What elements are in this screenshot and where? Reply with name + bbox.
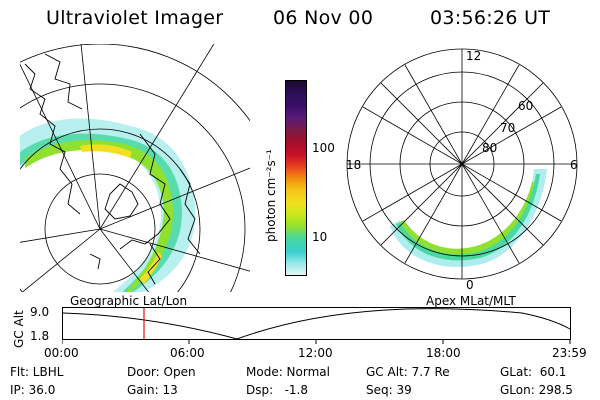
dsp-label: Dsp: -1.8 <box>246 383 309 397</box>
mlt-label-18: 18 <box>346 158 361 172</box>
right-panel-label: Apex MLat/MLT <box>426 294 516 308</box>
colorbar-tick-10: 10 <box>312 230 328 244</box>
time-label: 03:56:26 UT <box>430 7 551 29</box>
timeline-xtick-1: 06:00 <box>170 346 205 360</box>
timeline-ytick-min: 1.8 <box>30 329 50 343</box>
colorbar-tick-100: 100 <box>312 141 335 155</box>
lat-label-80: 80 <box>482 141 497 155</box>
gain-label: Gain: 13 <box>127 383 178 397</box>
date-label: 06 Nov 00 <box>273 7 374 29</box>
mlt-label-6: 6 <box>570 158 578 172</box>
timeline-ylabel: GC Alt <box>12 310 26 348</box>
glat-label: GLat: 60.1 <box>500 365 567 379</box>
lat-label-60: 60 <box>518 99 533 113</box>
mlt-label-0: 0 <box>466 278 474 292</box>
polar-plot: 12 18 6 0 60 70 80 <box>346 48 578 292</box>
gc-alt-label: GC Alt: 7.7 Re <box>366 365 450 379</box>
geographic-image <box>20 44 250 292</box>
timeline-xtick-4: 23:59 <box>552 346 587 360</box>
mode-label: Mode: Normal <box>246 365 330 379</box>
colorbar-gradient <box>286 81 306 275</box>
filter-label: Flt: LBHL <box>10 365 64 379</box>
instrument-title: Ultraviolet Imager <box>46 7 224 29</box>
timeline-xtick-3: 18:00 <box>426 346 461 360</box>
door-label: Door: Open <box>127 365 196 379</box>
colorbar <box>285 80 307 276</box>
mlt-label-12: 12 <box>466 49 481 63</box>
timeline-ytick-max: 9.0 <box>30 305 50 319</box>
timeline-xtick-2: 12:00 <box>298 346 333 360</box>
glon-label: GLon: 298.5 <box>500 383 573 397</box>
timeline-plot <box>62 307 571 344</box>
left-panel-label: Geographic Lat/Lon <box>70 294 188 308</box>
seq-label: Seq: 39 <box>366 383 412 397</box>
timeline-xtick-0: 00:00 <box>44 346 79 360</box>
lat-label-70: 70 <box>500 121 515 135</box>
colorbar-unit-label: photon cm⁻²s⁻¹ <box>264 149 278 242</box>
ip-label: IP: 36.0 <box>10 383 56 397</box>
